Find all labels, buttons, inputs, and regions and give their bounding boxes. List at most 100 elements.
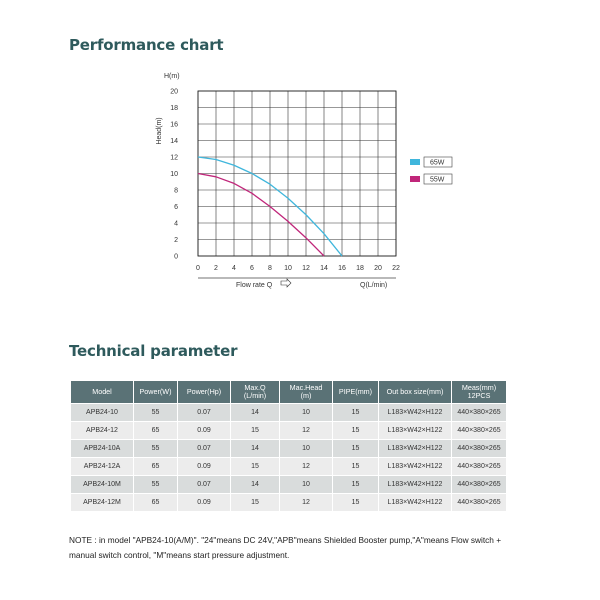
table-cell: 10 (279, 475, 333, 494)
table-cell: 440×380×265 (451, 475, 507, 494)
table-cell: 14 (230, 403, 280, 422)
table-cell: 0.09 (177, 421, 231, 440)
performance-chart: 0 2 4 6 8 10 12 14 16 18 20 0 2 4 6 8 10 12 14 16 18 20 22 65… (156, 73, 453, 289)
table-cell: 12 (279, 421, 333, 440)
y-axis-label: Head(m) (156, 117, 163, 144)
y-axis-unit: H(m) (164, 73, 180, 80)
table-cell: 15 (332, 493, 379, 512)
table-header-row: Model Power(W) Power(Hp) Max.Q (L/min) Mac.He… (70, 380, 507, 404)
y-tick-label: 8 (174, 188, 178, 195)
table-cell: 15 (332, 421, 379, 440)
y-tick-label: 0 (174, 254, 178, 261)
x-tick-label: 22 (392, 265, 400, 272)
table-cell: 440×380×265 (451, 439, 507, 458)
table-row: APB24-12A 65 0.09 15 12 15 L183×W42×H122 440×38… (70, 457, 507, 476)
x-axis-arrow-row: Flow rate Q Q(L/min) (198, 277, 396, 289)
chart-grid (197, 90, 397, 257)
column-header: Meas(mm) 12PCS (451, 380, 507, 404)
table-cell: L183×W42×H122 (378, 403, 452, 422)
legend-label: 65W (430, 160, 445, 167)
legend-box (423, 156, 453, 168)
table-cell: 15 (230, 421, 280, 440)
column-header: PIPE(mm) (332, 380, 379, 404)
legend-swatch-65w (410, 159, 420, 165)
table-cell: 15 (230, 457, 280, 476)
x-tick-label: 6 (250, 265, 254, 272)
x-tick-label: 14 (320, 265, 328, 272)
column-header: Out box size(mm) (378, 380, 452, 404)
x-tick-label: 20 (374, 265, 382, 272)
y-tick-labels: 0 2 4 6 8 10 12 14 16 18 20 (170, 89, 178, 261)
table-cell: L183×W42×H122 (378, 493, 452, 512)
technical-parameter-title: Technical parameter (69, 342, 238, 360)
x-tick-label: 8 (268, 265, 272, 272)
table-cell: 0.07 (177, 403, 231, 422)
x-tick-label: 4 (232, 265, 236, 272)
table-cell: 14 (230, 439, 280, 458)
table-row: APB24-12M 65 0.09 15 12 15 L183×W42×H122 440×38… (70, 493, 507, 512)
table-cell: L183×W42×H122 (378, 457, 452, 476)
x-axis-label: Flow rate Q (236, 282, 273, 289)
table-cell: 55 (133, 403, 178, 422)
y-tick-label: 10 (170, 171, 178, 178)
table-cell: APB24-10A (70, 439, 134, 458)
y-tick-label: 4 (174, 221, 178, 228)
table-row: APB24-10 55 0.07 14 10 15 L183×W42×H122 440×380… (70, 403, 507, 422)
technical-parameter-table: Model Power(W) Power(Hp) Max.Q (L/min) Mac.He… (70, 380, 507, 512)
table-cell: L183×W42×H122 (378, 421, 452, 440)
table-cell: 12 (279, 493, 333, 512)
x-tick-label: 12 (302, 265, 310, 272)
table-cell: 65 (133, 421, 178, 440)
table-cell: 15 (332, 403, 379, 422)
table-cell: 15 (230, 493, 280, 512)
table-body: APB24-10 55 0.07 14 10 15 L183×W42×H122 440×380… (70, 403, 507, 512)
table-cell: 10 (279, 403, 333, 422)
y-tick-label: 14 (170, 138, 178, 145)
chart-legend: 65W 55W (410, 156, 453, 185)
table-cell: 55 (133, 475, 178, 494)
model-note: NOTE : in model "APB24-10(A/M)". "24"mea… (69, 535, 502, 560)
column-header: Model (70, 380, 134, 404)
table-cell: APB24-10M (70, 475, 134, 494)
x-axis-unit: Q(L/min) (360, 282, 387, 289)
table-cell: 15 (332, 439, 379, 458)
table-cell: L183×W42×H122 (378, 439, 452, 458)
arrow-icon (280, 278, 292, 288)
table-row: APB24-10A 55 0.07 14 10 15 L183×W42×H122 440×38… (70, 439, 507, 458)
table-cell: 10 (279, 439, 333, 458)
table-cell: 14 (230, 475, 280, 494)
table-row: APB24-12 65 0.09 15 12 15 L183×W42×H122 440×380… (70, 421, 507, 440)
table-cell: 65 (133, 457, 178, 476)
legend-label: 55W (430, 177, 445, 184)
column-header: Mac.Head (m) (279, 380, 333, 404)
x-tick-label: 2 (214, 265, 218, 272)
table-cell: APB24-12 (70, 421, 134, 440)
table-cell: 0.07 (177, 475, 231, 494)
table-cell: 440×380×265 (451, 403, 507, 422)
x-tick-label: 0 (196, 265, 200, 272)
table-cell: APB24-12A (70, 457, 134, 476)
table-cell: 0.09 (177, 493, 231, 512)
column-header: Power(W) (133, 380, 178, 404)
table-cell: 440×380×265 (451, 457, 507, 476)
table-cell: 15 (332, 475, 379, 494)
column-header: Power(Hp) (177, 380, 231, 404)
performance-chart-title: Performance chart (69, 36, 224, 54)
y-tick-label: 16 (170, 122, 178, 129)
table-cell: 65 (133, 493, 178, 512)
column-header: Max.Q (L/min) (230, 380, 280, 404)
table-cell: APB24-10 (70, 403, 134, 422)
x-tick-labels: 0 2 4 6 8 10 12 14 16 18 20 22 (196, 265, 400, 272)
table-cell: APB24-12M (70, 493, 134, 512)
legend-swatch-55w (410, 176, 420, 182)
y-tick-label: 2 (174, 237, 178, 244)
chart-series (197, 156, 343, 257)
y-tick-label: 18 (170, 105, 178, 112)
table-cell: L183×W42×H122 (378, 475, 452, 494)
y-tick-label: 6 (174, 204, 178, 211)
x-tick-label: 16 (338, 265, 346, 272)
table-cell: 0.09 (177, 457, 231, 476)
series-line-55w (197, 172, 325, 257)
x-tick-label: 10 (284, 265, 292, 272)
series-line-65w (197, 156, 343, 257)
